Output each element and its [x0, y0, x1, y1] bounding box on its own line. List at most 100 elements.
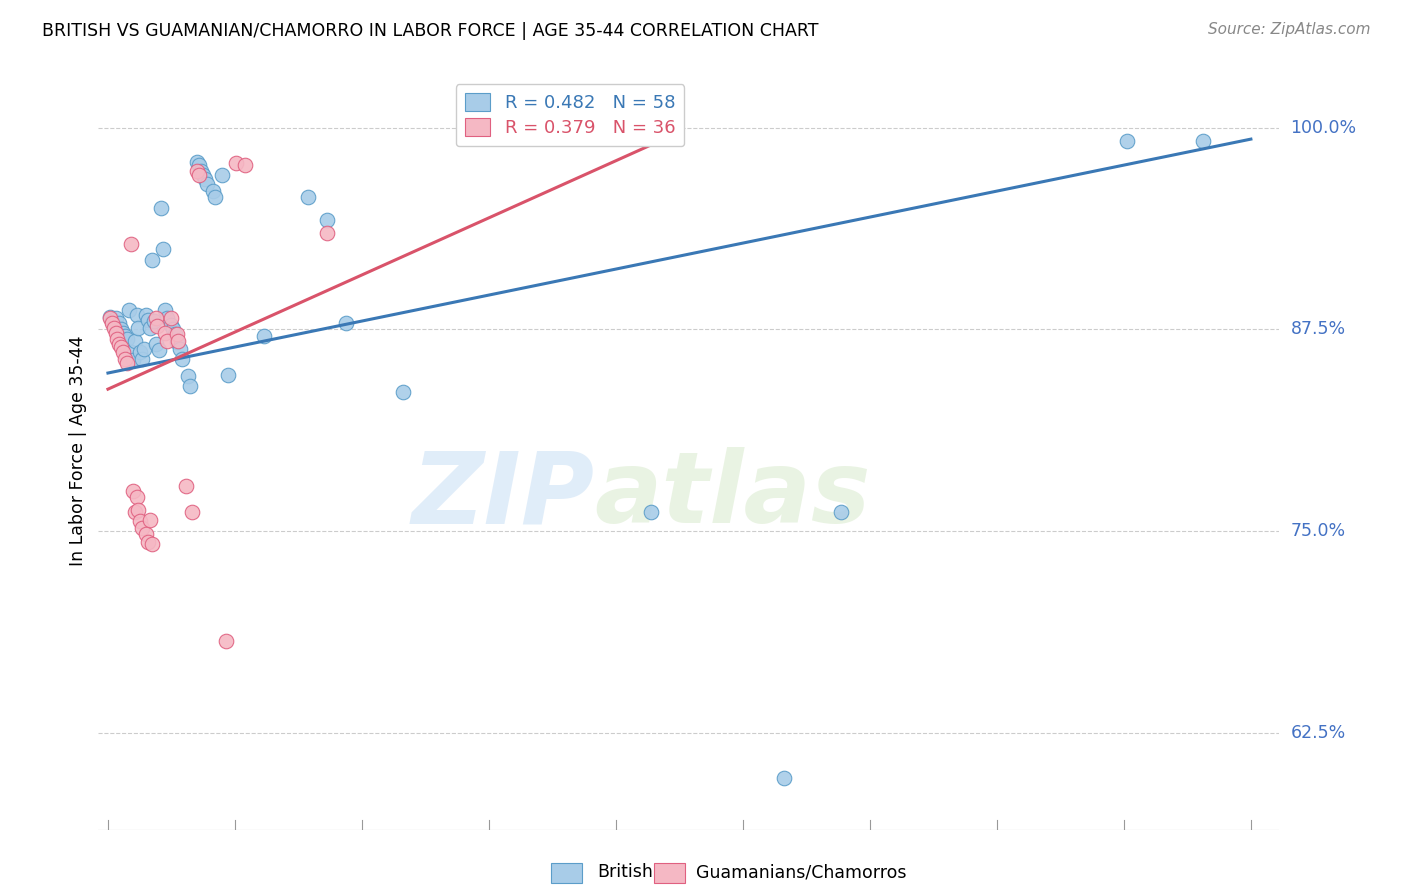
Point	[124, 505, 146, 519]
Point	[217, 368, 239, 382]
Point	[134, 342, 156, 356]
Point	[1192, 134, 1215, 148]
Point	[167, 334, 190, 348]
Text: Guamanians/Chamorros: Guamanians/Chamorros	[696, 863, 907, 881]
Point	[640, 505, 662, 519]
Point	[186, 164, 208, 178]
Point	[129, 515, 152, 529]
Point	[172, 351, 194, 366]
Point	[180, 505, 202, 519]
Point	[146, 319, 169, 334]
Point	[112, 345, 135, 359]
Point	[156, 334, 179, 348]
Point	[148, 343, 170, 358]
Y-axis label: In Labor Force | Age 35-44: In Labor Force | Age 35-44	[69, 335, 87, 566]
Point	[139, 321, 162, 335]
Text: 87.5%: 87.5%	[1291, 320, 1346, 338]
Legend: R = 0.482   N = 58, R = 0.379   N = 36: R = 0.482 N = 58, R = 0.379 N = 36	[456, 84, 685, 146]
Point	[115, 356, 138, 370]
Point	[316, 226, 339, 240]
Point	[125, 490, 148, 504]
Point	[773, 771, 796, 785]
Point	[211, 168, 233, 182]
Point	[136, 313, 159, 327]
Point	[253, 329, 276, 343]
Point	[100, 314, 122, 328]
Point	[118, 303, 141, 318]
Text: 100.0%: 100.0%	[1291, 119, 1357, 136]
Point	[103, 321, 125, 335]
Point	[127, 321, 149, 335]
Point	[98, 310, 121, 324]
Text: atlas: atlas	[595, 448, 870, 544]
Point	[107, 332, 129, 346]
Point	[201, 184, 224, 198]
Point	[179, 379, 201, 393]
Point	[131, 351, 153, 366]
Point	[121, 353, 143, 368]
Point	[129, 345, 152, 359]
Point	[225, 156, 247, 170]
Text: Source: ZipAtlas.com: Source: ZipAtlas.com	[1208, 22, 1371, 37]
Point	[108, 316, 131, 330]
Point	[112, 326, 135, 340]
Point	[153, 303, 176, 318]
Point	[233, 158, 256, 172]
Point	[103, 318, 125, 332]
Point	[145, 337, 167, 351]
Point	[142, 314, 165, 328]
Point	[150, 202, 173, 216]
Point	[193, 168, 215, 182]
Point	[108, 337, 131, 351]
Text: BRITISH VS GUAMANIAN/CHAMORRO IN LABOR FORCE | AGE 35-44 CORRELATION CHART: BRITISH VS GUAMANIAN/CHAMORRO IN LABOR F…	[42, 22, 818, 40]
Point	[139, 513, 162, 527]
Point	[159, 318, 181, 332]
Point	[174, 479, 197, 493]
Point	[124, 334, 146, 348]
Bar	[551, 863, 582, 883]
Bar	[654, 863, 685, 883]
Point	[392, 385, 415, 400]
Point	[136, 535, 159, 549]
Point	[166, 335, 188, 350]
Point	[1116, 134, 1139, 148]
Point	[141, 537, 163, 551]
Point	[163, 327, 186, 342]
Point	[153, 326, 176, 340]
Point	[215, 633, 238, 648]
Point	[169, 342, 191, 356]
Text: 75.0%: 75.0%	[1291, 522, 1346, 541]
Point	[204, 190, 226, 204]
Text: ZIP: ZIP	[412, 448, 595, 544]
Point	[297, 190, 319, 204]
Point	[162, 322, 184, 336]
Point	[120, 237, 142, 252]
Point	[115, 332, 138, 346]
Point	[114, 329, 136, 343]
Point	[100, 316, 122, 330]
Point	[110, 340, 132, 354]
Text: 62.5%: 62.5%	[1291, 723, 1346, 742]
Point	[188, 168, 211, 182]
Point	[127, 503, 149, 517]
Point	[316, 212, 339, 227]
Point	[120, 345, 142, 359]
Point	[830, 505, 852, 519]
Point	[131, 521, 153, 535]
Point	[135, 527, 157, 541]
Point	[104, 311, 127, 326]
Point	[121, 483, 143, 498]
Point	[125, 308, 148, 322]
Point	[135, 308, 157, 322]
Point	[186, 154, 208, 169]
Point	[195, 178, 218, 192]
Point	[141, 253, 163, 268]
Point	[159, 311, 181, 326]
Point	[107, 321, 129, 335]
Point	[156, 311, 179, 326]
Point	[114, 351, 136, 366]
Point	[177, 369, 200, 384]
Point	[98, 311, 121, 326]
Point	[188, 158, 211, 172]
Point	[190, 164, 212, 178]
